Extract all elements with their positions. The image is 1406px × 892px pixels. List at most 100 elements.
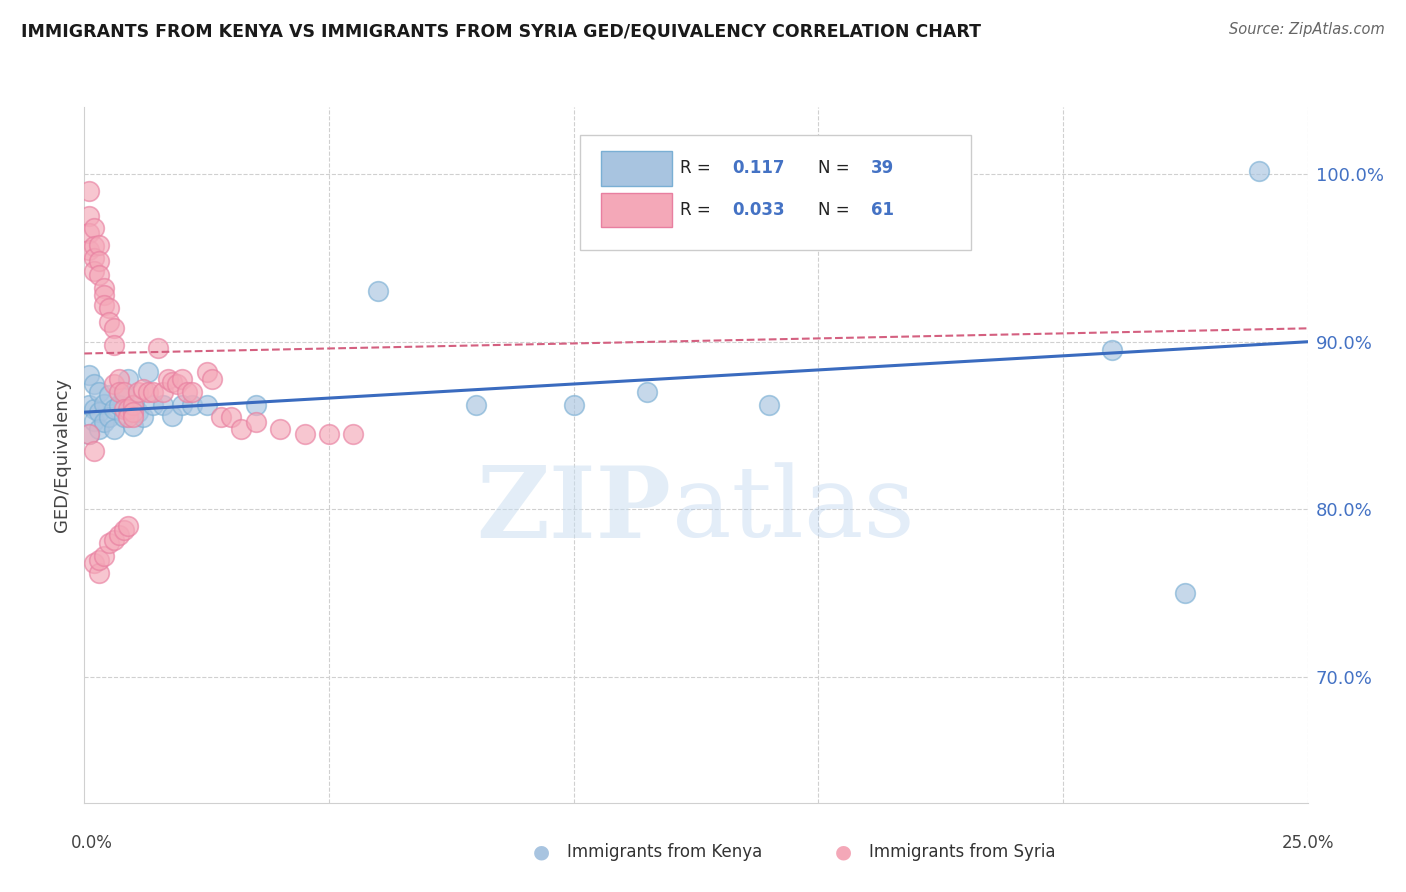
Point — [142, 385, 165, 400]
Point — [269, 422, 291, 436]
Point — [97, 536, 120, 550]
Point — [87, 422, 110, 436]
Point — [245, 399, 267, 413]
Point — [83, 401, 105, 416]
Point — [93, 415, 115, 429]
Point — [103, 422, 125, 436]
Point — [562, 399, 585, 413]
Point — [83, 443, 105, 458]
Point — [87, 405, 110, 419]
Text: N =: N = — [818, 201, 849, 219]
Text: ZIP: ZIP — [477, 462, 672, 559]
Text: R =: R = — [681, 160, 711, 178]
Point — [97, 315, 120, 329]
Point — [83, 251, 105, 265]
Text: Source: ZipAtlas.com: Source: ZipAtlas.com — [1229, 22, 1385, 37]
Point — [162, 409, 184, 423]
Point — [200, 371, 222, 385]
Point — [93, 549, 115, 564]
Y-axis label: GED/Equivalency: GED/Equivalency — [53, 378, 72, 532]
Point — [93, 288, 115, 302]
Point — [195, 365, 218, 379]
Point — [219, 410, 242, 425]
Point — [87, 254, 110, 268]
Point — [758, 399, 780, 413]
Point — [112, 385, 135, 400]
Point — [132, 410, 155, 425]
Point — [87, 385, 110, 400]
Point — [87, 566, 110, 581]
Point — [77, 427, 100, 442]
Point — [117, 401, 139, 416]
Point — [172, 371, 194, 385]
Point — [294, 427, 316, 442]
Text: Immigrants from Kenya: Immigrants from Kenya — [567, 843, 762, 861]
Point — [181, 385, 204, 400]
Point — [112, 388, 135, 402]
Text: IMMIGRANTS FROM KENYA VS IMMIGRANTS FROM SYRIA GED/EQUIVALENCY CORRELATION CHART: IMMIGRANTS FROM KENYA VS IMMIGRANTS FROM… — [21, 22, 981, 40]
Point — [87, 552, 110, 566]
Point — [152, 385, 174, 400]
Point — [146, 342, 169, 356]
Point — [83, 239, 105, 253]
Point — [107, 399, 129, 413]
Point — [77, 209, 100, 223]
Point — [77, 184, 100, 198]
Point — [464, 399, 486, 413]
Point — [1247, 163, 1270, 178]
Point — [77, 399, 100, 413]
Point — [122, 399, 145, 413]
Point — [122, 410, 145, 425]
Point — [122, 405, 145, 419]
Point — [93, 281, 115, 295]
Point — [93, 298, 115, 312]
Point — [93, 397, 115, 411]
Point — [112, 401, 135, 416]
Point — [103, 338, 125, 352]
Text: 39: 39 — [870, 160, 894, 178]
Point — [97, 410, 120, 425]
Point — [87, 237, 110, 252]
Text: ●: ● — [835, 842, 852, 862]
FancyBboxPatch shape — [600, 193, 672, 227]
Text: 61: 61 — [870, 201, 894, 219]
Point — [1101, 343, 1123, 358]
Point — [112, 523, 135, 537]
FancyBboxPatch shape — [600, 151, 672, 186]
Text: 0.117: 0.117 — [733, 160, 785, 178]
Text: 25.0%: 25.0% — [1281, 834, 1334, 852]
Point — [367, 285, 389, 299]
FancyBboxPatch shape — [579, 135, 972, 250]
Point — [122, 418, 145, 433]
Point — [176, 385, 198, 400]
Point — [83, 220, 105, 235]
Point — [83, 556, 105, 570]
Point — [209, 410, 232, 425]
Point — [342, 427, 364, 442]
Point — [127, 405, 149, 419]
Text: N =: N = — [818, 160, 849, 178]
Point — [107, 527, 129, 541]
Point — [636, 385, 658, 400]
Point — [1174, 586, 1197, 600]
Point — [97, 388, 120, 402]
Point — [112, 410, 135, 425]
Point — [103, 321, 125, 335]
Point — [152, 399, 174, 413]
Point — [77, 427, 100, 442]
Point — [77, 243, 100, 257]
Point — [136, 385, 159, 400]
Point — [103, 376, 125, 391]
Text: atlas: atlas — [672, 463, 914, 558]
Point — [83, 376, 105, 391]
Point — [318, 427, 340, 442]
Point — [117, 371, 139, 385]
Point — [195, 399, 218, 413]
Point — [172, 399, 194, 413]
Point — [181, 399, 204, 413]
Point — [77, 226, 100, 240]
Point — [97, 301, 120, 316]
Point — [142, 399, 165, 413]
Point — [132, 382, 155, 396]
Point — [156, 371, 179, 385]
